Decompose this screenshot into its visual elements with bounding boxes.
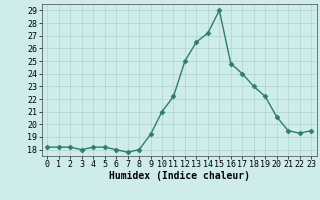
X-axis label: Humidex (Indice chaleur): Humidex (Indice chaleur)	[109, 171, 250, 181]
